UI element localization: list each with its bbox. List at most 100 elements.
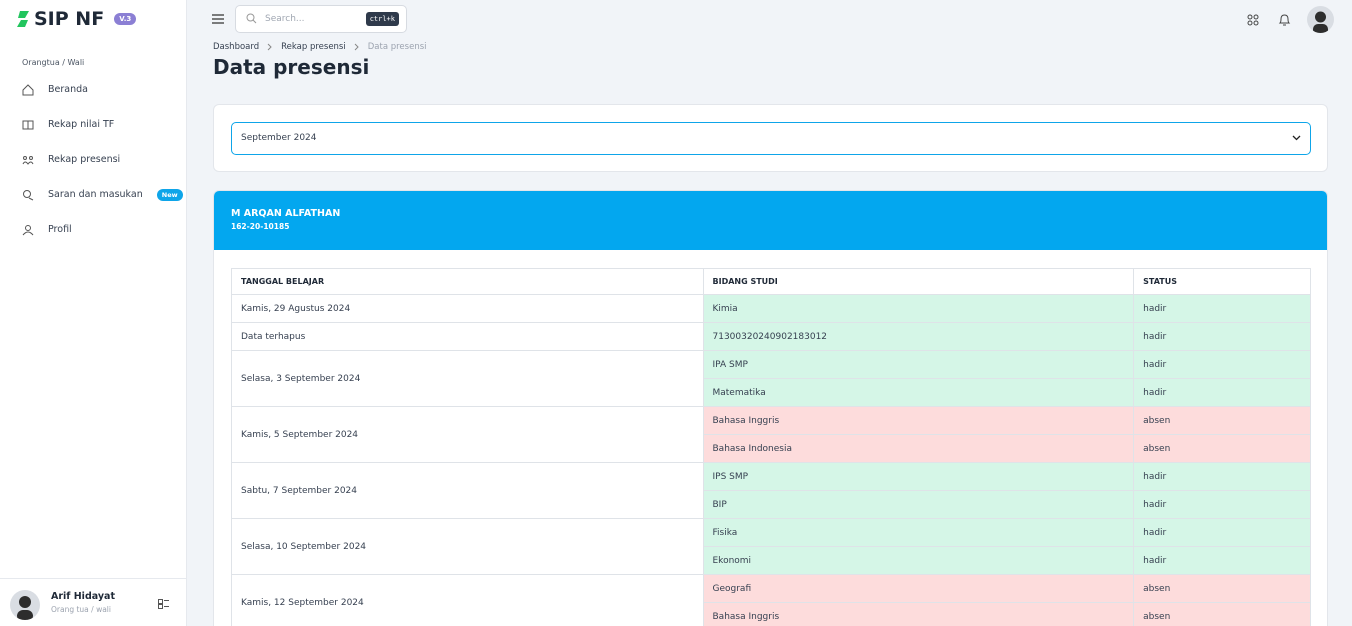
filter-card: September 2024 <box>213 104 1328 172</box>
month-select[interactable]: September 2024 <box>231 122 1311 155</box>
menu-icon <box>22 155 34 165</box>
status-cell: hadir <box>1133 490 1311 519</box>
shortcut: ctrl+k <box>365 12 399 26</box>
user-role: Orang tua / wali <box>51 605 111 614</box>
table-row: Selasa, 3 September 2024 IPA SMP hadir <box>231 350 1311 407</box>
search-box[interactable]: Search... ctrl+k <box>235 5 407 33</box>
date-cell: Data terhapus <box>231 322 704 351</box>
header-row: TANGGAL BELAJAR BIDANG STUDI STATUS <box>231 268 1311 295</box>
menu-item[interactable]: Profil <box>0 212 186 247</box>
notification-icon[interactable] <box>1278 13 1291 27</box>
date-cell: Kamis, 5 September 2024 <box>231 406 704 463</box>
apps-icon[interactable] <box>1247 14 1259 26</box>
status-cell: hadir <box>1133 322 1311 351</box>
search-icon <box>246 13 257 24</box>
table-row: Kamis, 12 September 2024 Geografi absen <box>231 574 1311 626</box>
status-cell: hadir <box>1133 518 1311 547</box>
table-row: Kamis, 5 September 2024 Bahasa Inggris abs… <box>231 406 1311 463</box>
breadcrumb-item[interactable]: Rekap presensi <box>281 42 346 52</box>
status-cell: absen <box>1133 434 1311 463</box>
user-avatar[interactable] <box>10 590 40 620</box>
date-cell: Kamis, 29 Agustus 2024 <box>231 294 704 323</box>
table-row: Selasa, 10 September 2024 Fisika hadir <box>231 518 1311 575</box>
table-row: Bahasa Inggris absen <box>232 602 1311 626</box>
subject-cell: IPS SMP <box>702 462 1135 491</box>
table-row: Kamis, 29 Agustus 2024 Kimia hadir <box>231 294 1311 323</box>
subject-cell: Ekonomi <box>702 546 1135 575</box>
menu-label: Rekap nilai TF <box>48 119 115 130</box>
sidebar: SIP NF V.3 Orangtua / Wali Beranda Rekap … <box>0 0 187 626</box>
menu-icon <box>22 83 34 95</box>
date-cell: Selasa, 3 September 2024 <box>231 350 704 407</box>
user-name: Arif Hidayat <box>51 591 116 602</box>
breadcrumb-separator <box>354 43 359 51</box>
breadcrumb-item[interactable]: Dashboard <box>213 42 260 52</box>
student-header: M ARQAN ALFATHAN 162-20-10185 <box>214 191 1327 250</box>
status-cell: hadir <box>1133 350 1311 379</box>
chevron <box>1292 135 1301 141</box>
menu-item[interactable]: Rekap nilai TF <box>0 107 186 142</box>
logo-icon <box>17 11 29 27</box>
status-cell: absen <box>1133 574 1311 603</box>
subject-cell: IPA SMP <box>702 350 1135 379</box>
subject-cell: Matematika <box>702 378 1135 407</box>
menu: Beranda Rekap nilai TF Rekap presensi Saran… <box>0 72 186 247</box>
menu-item[interactable]: Beranda <box>0 72 186 107</box>
table-row: BIP hadir <box>232 490 1311 519</box>
page-title: Data presensi <box>213 55 370 79</box>
section-label: Orangtua / Wali <box>22 58 85 67</box>
menu-label: Rekap presensi <box>48 154 121 165</box>
menu-icon <box>22 224 34 235</box>
menu-toggle[interactable] <box>212 14 224 24</box>
search-placeholder: Search... <box>265 14 305 24</box>
subject-cell: Kimia <box>702 294 1135 323</box>
table-body: Kamis, 29 Agustus 2024 Kimia hadir Data ter… <box>231 294 1311 626</box>
logo[interactable]: SIP NF V.3 <box>16 8 137 30</box>
student-name: M ARQAN ALFATHAN <box>231 208 341 219</box>
menu-icon <box>23 189 34 200</box>
status-cell: hadir <box>1133 294 1311 323</box>
subject-cell: Geografi <box>702 574 1135 603</box>
status-cell: hadir <box>1133 378 1311 407</box>
menu-item[interactable]: Saran dan masukan New <box>0 177 186 212</box>
user-panel <box>0 578 186 626</box>
date-cell: Sabtu, 7 September 2024 <box>231 462 704 519</box>
date-cell: Selasa, 10 September 2024 <box>231 518 704 575</box>
table-row: Ekonomi hadir <box>232 546 1311 575</box>
subject-cell: 71300320240902183012 <box>702 322 1135 351</box>
column-header: STATUS <box>1133 268 1311 295</box>
column-header: BIDANG STUDI <box>702 268 1135 295</box>
attendance-card: M ARQAN ALFATHAN 162-20-10185 TANGGAL BE… <box>213 190 1328 626</box>
menu-label: Beranda <box>48 84 88 95</box>
attendance-table: TANGGAL BELAJAR BIDANG STUDI STATUS Kamis,… <box>231 268 1311 626</box>
table-row: Sabtu, 7 September 2024 IPS SMP hadir <box>231 462 1311 519</box>
menu-badge: New <box>156 188 183 201</box>
logout-icon[interactable] <box>158 599 169 609</box>
breadcrumb-separator <box>267 43 272 51</box>
table-row: Data terhapus 71300320240902183012 hadir <box>231 322 1311 351</box>
table-head: TANGGAL BELAJAR BIDANG STUDI STATUS <box>231 268 1311 295</box>
logo-text: SIP NF <box>34 8 105 30</box>
menu-label: Profil <box>48 224 72 235</box>
subject-cell: Bahasa Inggris <box>702 602 1135 626</box>
date-cell: Kamis, 12 September 2024 <box>231 574 704 626</box>
status-cell: hadir <box>1133 462 1311 491</box>
breadcrumb: Dashboard Rekap presensi Data presensi <box>213 42 427 52</box>
version-badge: V.3 <box>114 13 137 25</box>
subject-cell: Bahasa Inggris <box>702 406 1135 435</box>
top-avatar[interactable] <box>1307 6 1334 33</box>
status-cell: hadir <box>1133 546 1311 575</box>
status-cell: absen <box>1133 602 1311 626</box>
subject-cell: BIP <box>702 490 1135 519</box>
table-row: Bahasa Indonesia absen <box>232 434 1311 463</box>
column-header: TANGGAL BELAJAR <box>231 268 704 295</box>
menu-label: Saran dan masukan <box>48 189 143 200</box>
menu-icon <box>22 120 34 129</box>
menu-item[interactable]: Rekap presensi <box>0 142 186 177</box>
student-id: 162-20-10185 <box>231 222 290 231</box>
subject-cell: Bahasa Indonesia <box>702 434 1135 463</box>
selected-month: September 2024 <box>241 133 317 143</box>
breadcrumb-item: Data presensi <box>367 42 427 52</box>
